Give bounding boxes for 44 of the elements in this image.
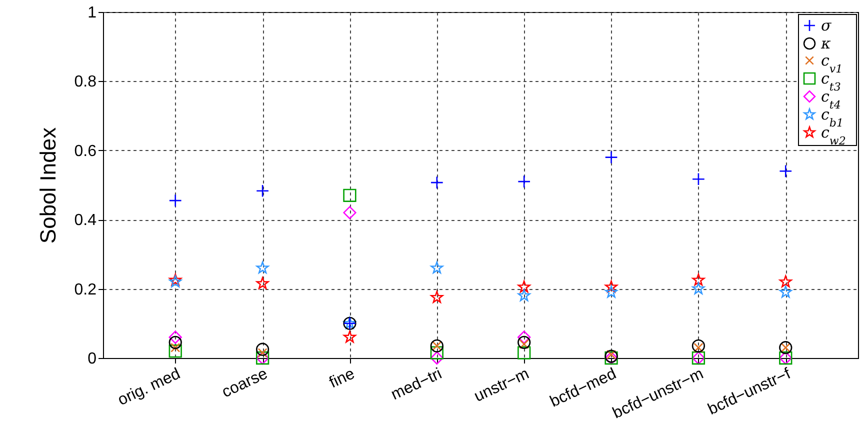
x-tick-label: orig. med xyxy=(115,366,184,410)
point xyxy=(430,290,444,303)
legend-label: σ xyxy=(821,16,832,34)
point xyxy=(518,289,530,302)
y-tick-label: 0.4 xyxy=(74,212,97,230)
point xyxy=(518,280,530,293)
point xyxy=(518,174,531,188)
point xyxy=(779,164,792,178)
point xyxy=(430,346,444,360)
y-tick-label: 0.6 xyxy=(74,142,97,160)
point xyxy=(605,280,618,293)
point xyxy=(692,339,706,352)
point xyxy=(604,150,618,164)
point xyxy=(256,184,270,198)
point xyxy=(692,172,706,186)
point xyxy=(430,261,444,274)
point xyxy=(779,275,792,288)
point xyxy=(692,274,705,286)
legend-label: κ xyxy=(820,34,831,52)
y-tick-label: 0 xyxy=(88,350,97,368)
point xyxy=(343,330,356,343)
point xyxy=(430,176,444,190)
point xyxy=(256,342,270,356)
x-tick-label: coarse xyxy=(220,365,270,402)
point xyxy=(256,261,269,274)
y-tick-label: 0.8 xyxy=(74,74,97,91)
point xyxy=(256,277,269,290)
point xyxy=(779,286,792,298)
point xyxy=(692,282,705,294)
point xyxy=(168,330,182,344)
point xyxy=(605,286,618,298)
x-tick-label: fine xyxy=(326,365,358,392)
point xyxy=(343,188,356,202)
y-tick-label: 0.2 xyxy=(74,281,97,298)
point xyxy=(168,194,182,208)
y-tick-label: 1 xyxy=(88,4,97,22)
point xyxy=(518,330,531,344)
point xyxy=(430,351,444,365)
point xyxy=(518,346,531,360)
point xyxy=(343,206,356,220)
point xyxy=(518,336,531,349)
point xyxy=(168,336,182,349)
y-axis-title: Sobol Index xyxy=(35,127,60,244)
point xyxy=(168,344,182,358)
